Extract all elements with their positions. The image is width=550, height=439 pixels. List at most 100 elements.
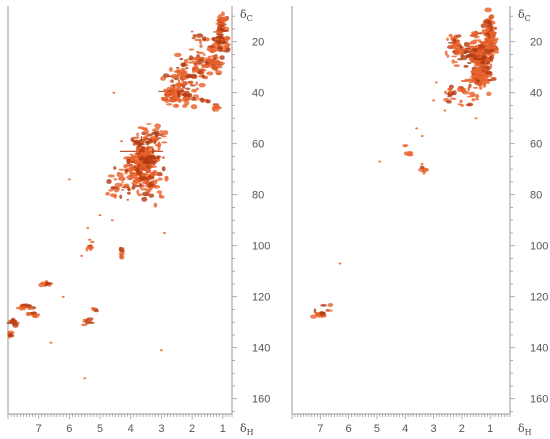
peak <box>467 86 471 92</box>
peak <box>140 155 144 159</box>
peak <box>482 64 487 67</box>
peak <box>194 33 198 38</box>
peak <box>220 19 226 22</box>
peak <box>455 47 460 53</box>
peak <box>163 96 168 101</box>
peak <box>176 66 180 70</box>
peak <box>37 313 41 316</box>
peak <box>448 33 453 38</box>
peak <box>129 156 135 160</box>
peak <box>156 172 163 177</box>
peak <box>477 76 484 79</box>
y-tick-label: 140 <box>530 343 548 355</box>
peak <box>485 65 489 70</box>
peak <box>456 87 463 92</box>
peak <box>415 127 418 130</box>
y-tick-label: 120 <box>530 292 548 304</box>
peak <box>194 67 200 71</box>
peak <box>177 97 182 103</box>
peak <box>223 49 230 53</box>
peak <box>45 282 53 285</box>
x-tick-label: 2 <box>459 423 465 435</box>
peak <box>27 306 33 310</box>
peak <box>145 140 149 144</box>
peak <box>483 74 488 77</box>
y-tick-label: 80 <box>530 190 542 202</box>
peak <box>83 377 87 380</box>
peak <box>119 176 126 182</box>
peak <box>480 59 486 65</box>
peak <box>207 55 212 58</box>
peak <box>125 176 130 178</box>
peak <box>153 202 158 208</box>
peak <box>459 50 465 55</box>
peak <box>136 181 141 184</box>
peak <box>188 61 193 64</box>
peak <box>466 102 474 107</box>
peak-group <box>310 7 500 319</box>
peak <box>25 312 29 316</box>
peak <box>185 87 191 90</box>
peak <box>110 186 118 190</box>
peak <box>226 43 230 49</box>
peak <box>473 48 477 53</box>
peak <box>473 98 480 101</box>
peak <box>490 33 495 39</box>
peak <box>403 145 407 148</box>
peak <box>448 91 452 95</box>
peak <box>223 35 231 41</box>
peak <box>160 135 167 138</box>
peak <box>471 60 479 63</box>
peak <box>201 36 207 42</box>
peak <box>151 131 159 135</box>
peak <box>121 181 125 184</box>
peak <box>473 78 477 84</box>
peak <box>90 240 95 244</box>
peak <box>143 181 150 184</box>
peak <box>129 171 136 175</box>
peak <box>148 193 155 198</box>
peak <box>158 193 162 198</box>
peak <box>190 104 198 110</box>
peak <box>460 103 464 107</box>
peak <box>314 312 321 314</box>
peak <box>470 50 474 54</box>
peak <box>206 71 214 76</box>
peak <box>482 23 490 26</box>
peak <box>146 123 152 125</box>
peak <box>155 155 160 160</box>
peak <box>482 71 486 73</box>
y-axis-label: δC <box>518 8 531 23</box>
y-tick-label: 80 <box>252 190 264 202</box>
peak <box>121 189 125 191</box>
peak <box>153 139 157 145</box>
peak <box>61 295 65 298</box>
peak <box>488 55 494 61</box>
peak <box>139 152 143 156</box>
y-tick-label: 20 <box>252 37 264 49</box>
peak <box>463 41 470 47</box>
peak <box>152 161 156 166</box>
peak <box>215 22 222 26</box>
peak <box>221 30 230 32</box>
y-tick-label: 60 <box>252 139 264 151</box>
peak <box>492 37 499 41</box>
peak <box>182 93 190 98</box>
peak <box>453 64 460 67</box>
peak <box>184 97 191 102</box>
peak <box>196 33 204 38</box>
peak <box>144 157 150 161</box>
peak <box>443 109 447 112</box>
peak <box>154 123 162 129</box>
peak <box>456 39 460 44</box>
x-tick-label: 7 <box>317 423 323 435</box>
peak <box>477 75 481 78</box>
peak <box>163 231 166 234</box>
peak <box>211 42 220 47</box>
peak <box>460 79 468 83</box>
x-tick-label: 4 <box>402 423 408 435</box>
peak <box>209 62 216 65</box>
peak <box>151 179 158 185</box>
peak <box>126 198 130 201</box>
